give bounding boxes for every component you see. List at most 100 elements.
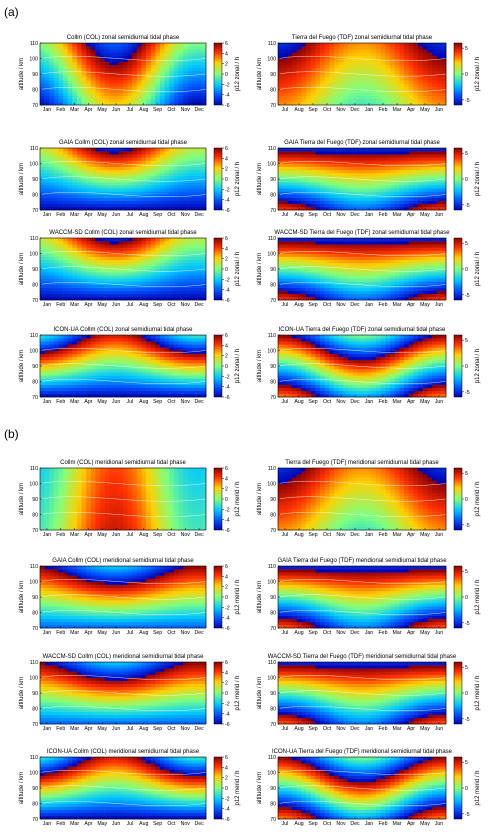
- heatmap-cell: [95, 206, 101, 211]
- heatmap-cell: [390, 200, 395, 205]
- contour-line: [277, 86, 447, 93]
- heatmap-cell: [118, 95, 124, 100]
- heatmap-cell: [86, 353, 92, 357]
- heatmap-cell: [173, 67, 179, 72]
- heatmap-cell: [422, 265, 428, 270]
- heatmap-cell: [99, 172, 105, 177]
- heatmap-cell: [90, 43, 96, 47]
- heatmap-cell: [164, 275, 170, 279]
- heatmap-cell: [427, 43, 433, 47]
- heatmap-cell: [182, 188, 188, 192]
- heatmap-cell: [357, 191, 363, 195]
- heatmap-cell: [282, 98, 288, 103]
- heatmap-cell: [118, 83, 124, 87]
- heatmap-cell: [399, 188, 405, 192]
- heatmap-cell: [72, 287, 78, 291]
- heatmap-cell: [67, 163, 73, 167]
- heatmap-cell: [196, 256, 202, 260]
- heatmap-cell: [44, 259, 50, 264]
- heatmap-cell: [296, 160, 302, 164]
- heatmap-cell: [436, 241, 442, 245]
- heatmap-cell: [109, 160, 115, 164]
- heatmap-cell: [441, 95, 447, 100]
- heatmap-cell: [40, 89, 45, 93]
- heatmap-cell: [90, 154, 96, 158]
- heatmap-cell: [159, 250, 165, 254]
- heatmap-cell: [49, 83, 55, 87]
- heatmap-cell: [123, 256, 128, 260]
- heatmap-cell: [159, 197, 165, 201]
- heatmap-cell: [362, 247, 367, 251]
- heatmap-cell: [40, 86, 45, 90]
- heatmap-cell: [348, 95, 353, 100]
- heatmap-cell: [366, 52, 372, 56]
- heatmap-cell: [127, 197, 133, 201]
- heatmap-cell: [320, 197, 325, 201]
- heatmap-cell: [348, 197, 353, 201]
- heatmap-cell: [287, 92, 293, 96]
- heatmap-cell: [338, 241, 344, 245]
- heatmap-cell: [427, 92, 433, 96]
- heatmap-cell: [99, 356, 105, 361]
- heatmap-cell: [63, 191, 68, 195]
- heatmap-cell: [352, 169, 358, 174]
- heatmap-cell: [182, 98, 188, 103]
- heatmap-cell: [192, 278, 198, 282]
- heatmap-cell: [86, 381, 92, 385]
- heatmap-cell: [301, 259, 307, 264]
- heatmap-cell: [104, 366, 110, 370]
- heatmap-cell: [53, 238, 59, 242]
- heatmap-cell: [422, 256, 428, 260]
- heatmap-cell: [338, 265, 344, 270]
- heatmap-cell: [155, 185, 161, 189]
- heatmap-cell: [371, 92, 377, 96]
- heatmap-cell: [441, 287, 447, 291]
- heatmap-cell: [99, 375, 105, 379]
- heatmap-cell: [292, 49, 297, 53]
- heatmap-cell: [362, 80, 367, 84]
- heatmap-cell: [362, 86, 367, 90]
- heatmap-cell: [385, 95, 391, 100]
- heatmap-cell: [81, 241, 87, 245]
- heatmap-cell: [334, 200, 339, 205]
- heatmap-cell: [380, 290, 386, 295]
- heatmap-cell: [159, 80, 165, 84]
- heatmap-cell: [40, 197, 45, 201]
- heatmap-cell: [320, 64, 325, 69]
- heatmap-cell: [113, 200, 119, 205]
- heatmap-cell: [371, 148, 377, 152]
- heatmap-cell: [178, 275, 184, 279]
- heatmap-cell: [182, 203, 188, 208]
- heatmap-cell: [95, 52, 101, 56]
- heatmap-cell: [123, 191, 128, 195]
- y-tick-label: 70: [32, 103, 38, 109]
- heatmap-cell: [296, 52, 302, 56]
- heatmap-cell: [408, 46, 414, 50]
- heatmap-cell: [63, 256, 68, 260]
- heatmap-cell: [67, 381, 73, 385]
- heatmap-cell: [40, 290, 45, 295]
- heatmap-cell: [164, 101, 170, 106]
- heatmap-cell: [278, 206, 283, 211]
- heatmap-cell: [422, 244, 428, 248]
- heatmap-cell: [99, 77, 105, 81]
- heatmap-cell: [413, 86, 419, 90]
- heatmap-cell: [427, 185, 433, 189]
- heatmap-cell: [90, 272, 96, 276]
- colorbar-tick-label: -6: [225, 103, 230, 109]
- heatmap-cell: [282, 55, 288, 59]
- heatmap-cell: [104, 281, 110, 285]
- heatmap-cell: [441, 151, 447, 155]
- heatmap-cell: [58, 200, 64, 205]
- heatmap-cell: [320, 86, 325, 90]
- heatmap-cell: [366, 67, 372, 72]
- heatmap-cell: [95, 284, 101, 288]
- heatmap-cell: [196, 169, 202, 174]
- heatmap-cell: [376, 188, 381, 192]
- heatmap-cell: [81, 366, 87, 370]
- colorbar-tick-label: 0: [225, 72, 228, 78]
- heatmap-cell: [146, 287, 151, 291]
- heatmap-cell: [155, 259, 161, 264]
- heatmap-cell: [76, 172, 82, 177]
- heatmap-cell: [159, 262, 165, 267]
